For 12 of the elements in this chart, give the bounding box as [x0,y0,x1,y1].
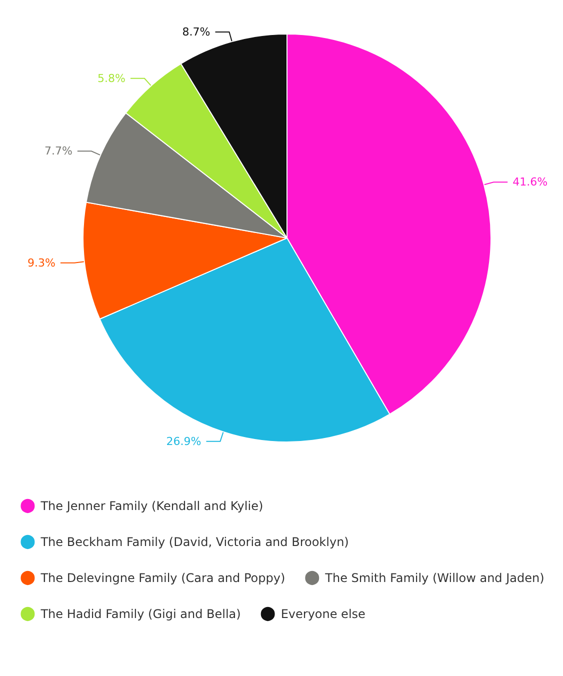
data-label: 8.7% [182,25,210,38]
data-label: 7.7% [44,144,72,158]
data-label: 41.6% [512,176,548,189]
legend-label: The Beckham Family (David, Victoria and Brooklyn) [40,535,349,549]
legend-label: Everyone else [280,607,366,621]
data-label: 5.8% [98,72,126,85]
data-label: 26.9% [166,434,202,448]
legend-label: The Smith Family (Willow and Jaden) [324,571,544,585]
legend-label: The Delevingne Family (Cara and Poppy) [40,571,286,585]
legend-label: The Hadid Family (Gigi and Bella) [40,607,241,621]
data-label: 9.3% [27,256,56,270]
legend-label: The Jenner Family (Kendall and Kylie) [40,499,264,513]
